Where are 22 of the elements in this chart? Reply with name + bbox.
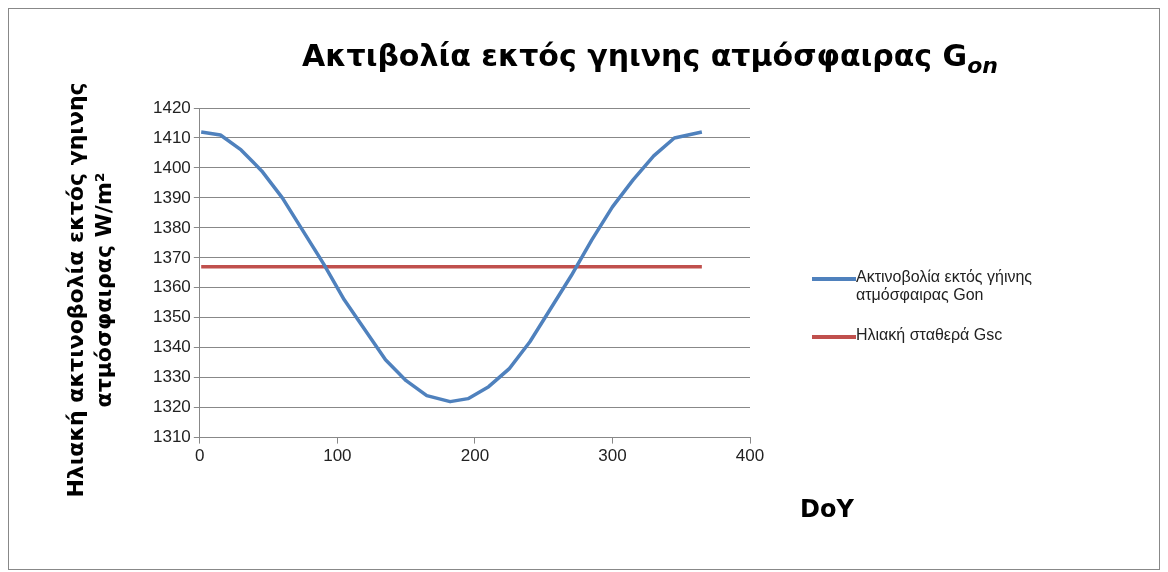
y-tick-label: 1420 [152, 97, 191, 117]
y-tick-label: 1320 [152, 397, 191, 417]
y-tick-label: 1410 [152, 127, 191, 147]
y-tick-label: 1330 [152, 367, 191, 387]
x-tick-label: 200 [460, 446, 490, 466]
x-tick-label: 300 [598, 446, 627, 466]
y-tick-label: 1390 [152, 187, 191, 207]
y-tick-label: 1360 [152, 277, 191, 297]
x-tick-label: 400 [735, 446, 765, 466]
y-tick-label: 1340 [152, 337, 191, 357]
chart-title: Ακτιβολία εκτός γηινης ατμόσφαιρας G$_{on}$ [301, 38, 999, 78]
y-tick-label: 1400 [152, 157, 191, 177]
x-axis-title: DoY [800, 495, 854, 523]
x-tick-label: 0 [195, 446, 205, 466]
y-tick-label: 1380 [152, 217, 191, 237]
x-tick-label: 100 [323, 446, 352, 466]
y-tick-label: 1310 [152, 427, 191, 447]
legend-label: Ηλιακή σταθερά Gsc [856, 326, 1003, 344]
legend-label: Ακτινοβολία εκτός γήινης ατμόσφαιρας Gon [856, 268, 1034, 304]
y-tick-label: 1370 [152, 247, 191, 267]
y-axis-title: Ηλιακή ακτινοβολία εκτός γηινης ατμόσφαιρας W/m² [62, 81, 117, 500]
y-tick-label: 1350 [152, 307, 191, 327]
